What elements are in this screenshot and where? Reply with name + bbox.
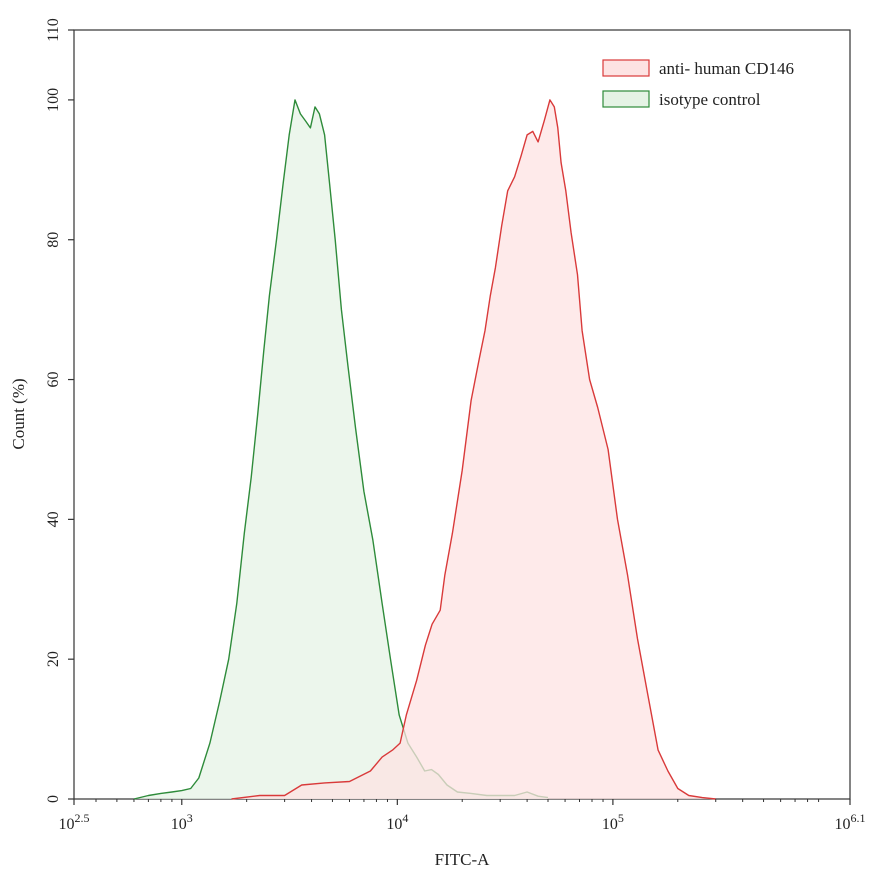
legend-swatch-isotype-control [602, 90, 650, 108]
y-axis-title: Count (%) [9, 378, 28, 449]
x-axis-title: FITC-A [435, 850, 491, 869]
series-line-anti-human-cd146 [231, 99, 716, 800]
y-tick-label: 110 [45, 18, 62, 41]
y-tick-label: 80 [45, 232, 62, 248]
x-tick-label: 106.1 [835, 811, 866, 833]
legend-label-isotype-control: isotype control [659, 90, 761, 109]
legend-label-anti-human-cd146: anti- human CD146 [659, 59, 794, 78]
y-tick-label: 60 [45, 372, 62, 388]
legend: anti- human CD146 isotype control [602, 59, 794, 109]
y-tick-label: 0 [45, 795, 62, 803]
y-axis-ticks: 0 20 40 60 80 100 110 [45, 18, 74, 803]
y-tick-label: 20 [45, 651, 62, 667]
x-tick-label: 105 [602, 811, 624, 833]
y-tick-label: 100 [45, 88, 62, 112]
legend-swatch-anti-human-cd146 [602, 59, 650, 77]
x-tick-label: 102.5 [59, 811, 90, 833]
x-tick-label: 104 [386, 811, 408, 833]
series-layer [133, 99, 716, 800]
x-tick-label: 103 [171, 811, 193, 833]
x-axis-ticks: 102.5 103 104 105 106.1 [59, 799, 866, 833]
series-area-isotype-control [134, 99, 548, 799]
y-tick-label: 40 [45, 511, 62, 527]
series-area-anti-human-cd146 [231, 99, 716, 799]
